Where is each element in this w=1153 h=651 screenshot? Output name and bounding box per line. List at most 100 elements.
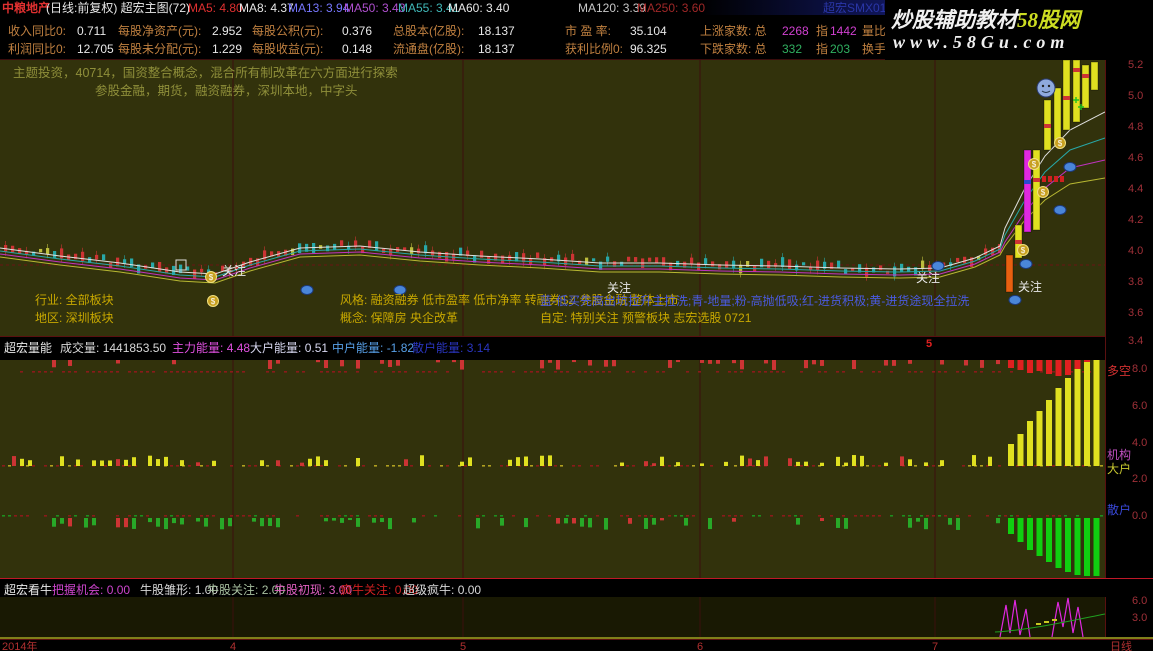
profit-yoy-value: 12.705 — [77, 42, 114, 56]
watermark-url: www.58Gu.com — [893, 32, 1070, 52]
income-yoy-value: 0.711 — [77, 24, 107, 38]
super-crazy-bull-field: 超级疯牛: 0.00 — [403, 583, 482, 597]
timeline-tick: 7 — [932, 641, 939, 651]
volume-ratio-label: 量比 — [862, 24, 887, 38]
main-price-chart[interactable]: $ $ $ $ $ $ — [0, 60, 1105, 336]
income-yoy-label: 收入同比0: — [8, 24, 67, 38]
main-energy-field: 主力能量: 4.48 — [172, 341, 251, 355]
energy-axis-tick: 2.0 — [1132, 473, 1148, 485]
volume-energy-panel[interactable] — [0, 360, 1105, 578]
profit-yoy-label: 利润同比0: — [8, 42, 67, 56]
turnover-label: 换手 — [862, 42, 887, 56]
advancers-total: 2268 — [782, 24, 809, 38]
divider-marker-5: 5 — [926, 338, 933, 350]
bull-indicator-chart[interactable] — [0, 597, 1105, 637]
decliners-total: 332 — [782, 42, 803, 56]
svg-text:$: $ — [209, 273, 214, 282]
decliners-index: 203 — [830, 42, 851, 56]
volume-panel-title[interactable]: 超宏量能 — [4, 341, 53, 355]
ma120-value: MA120: 3.39 — [578, 1, 647, 15]
volume-field: 成交量: 1441853.50 — [60, 341, 167, 355]
divider-top — [0, 59, 1153, 60]
bottom-olive-border — [0, 637, 1153, 639]
pe-ratio-label: 市 盈 率: — [565, 24, 612, 38]
custom-tags[interactable]: 自定: 特别关注 预警板块 志宏选股 0721 — [540, 311, 752, 325]
bull-axis-tick: 6.0 — [1132, 595, 1148, 607]
price-axis-tick: 3.4 — [1128, 335, 1144, 347]
float-shares-label: 流通盘(亿股): — [393, 42, 465, 56]
svg-text:$: $ — [211, 297, 216, 306]
bull-embryo-field: 牛股雏形: 1.00 — [140, 583, 219, 597]
undistributed-value: 1.229 — [212, 42, 243, 56]
right-axis-strip — [1105, 60, 1153, 641]
undistributed-label: 每股未分配(元): — [118, 42, 202, 56]
main-chart-panel[interactable]: $ $ $ $ $ $ 主题投资，40714，国资整合概念，混合所有制改革在六方面进行探索… — [0, 60, 1105, 336]
timeline-tick: 5 — [460, 641, 467, 651]
price-axis-tick: 4.0 — [1128, 245, 1144, 257]
timeline-tick: 6 — [697, 641, 704, 651]
retail-energy-field: 散户能量: 3.14 — [412, 341, 491, 355]
bull-panel-title[interactable]: 超宏看牛 — [4, 583, 53, 597]
eps-value: 0.148 — [342, 42, 373, 56]
svg-text:$: $ — [1058, 139, 1063, 148]
attention-marker: 关注 — [1018, 280, 1043, 294]
concept-tags[interactable]: 概念: 保障房 央企改革 — [340, 311, 459, 325]
energy-axis-tick: 4.0 — [1132, 437, 1148, 449]
stock-name: 中粮地产 — [2, 1, 51, 15]
big-player-energy-field: 大户能量: 0.51 — [250, 341, 329, 355]
timeline-bar[interactable]: 2014年 4 5 6 7 日线 — [0, 640, 1153, 651]
axis-separator — [1105, 60, 1106, 640]
ma250-value: MA250: 3.60 — [637, 1, 706, 15]
chart-mode-label: (日线:前复权) 超宏主图(72) — [46, 1, 191, 15]
attention-marker: 关注 — [607, 281, 632, 295]
price-axis-tick: 4.4 — [1128, 183, 1144, 195]
ma60-value: MA60: 3.40 — [448, 1, 510, 15]
ma8-value: MA8: 4.37 — [239, 1, 294, 15]
price-axis-tick: 4.2 — [1128, 214, 1144, 226]
profit-ratio-label: 获利比例0: — [565, 42, 624, 56]
price-axis-tick: 3.6 — [1128, 307, 1144, 319]
ma5-value: MA5: 4.80 — [188, 1, 243, 15]
bottom-red-border — [0, 639, 1153, 640]
price-axis-tick: 5.2 — [1128, 59, 1144, 71]
attention-marker: 关注 — [916, 271, 941, 285]
bull-axis-tick: 3.0 — [1132, 612, 1148, 624]
advancers-index: 1442 — [830, 24, 857, 38]
big-player-label: 大户 — [1107, 462, 1132, 476]
svg-text:$: $ — [1032, 160, 1037, 169]
timeline-period-label: 日线 — [1110, 641, 1132, 651]
color-legend-text: 蓝-低买先高出坑拉升主拉洗;青-地量;粉-高抛低吸;红-进货积极;黄-进货途现全… — [540, 294, 970, 308]
bull-indicator-panel[interactable] — [0, 597, 1105, 637]
industry-tag[interactable]: 行业: 全部板块 — [35, 293, 114, 307]
style-tags[interactable]: 风格: 融资融券 低市盈率 低市净率 转融券SZ 参股金融 整体上市 — [340, 293, 679, 307]
ma55-value: MA55: 3.41 — [398, 1, 460, 15]
institution-label: 机构 — [1107, 448, 1132, 462]
volume-energy-chart[interactable] — [0, 360, 1105, 578]
long-short-label: 多空 — [1107, 364, 1132, 378]
float-shares-value: 18.137 — [478, 42, 515, 56]
price-axis-tick: 3.8 — [1128, 276, 1144, 288]
watermark-brand: 炒股辅助教材58股网 — [891, 8, 1080, 32]
bull-watch-field: 牛股关注: 2.00 — [207, 583, 286, 597]
price-axis-tick: 4.8 — [1128, 121, 1144, 133]
profit-ratio-value: 96.325 — [630, 42, 667, 56]
advancers-label: 上涨家数: 总 — [700, 24, 767, 38]
pe-ratio-value: 35.104 — [630, 24, 667, 38]
region-tag[interactable]: 地区: 深圳板块 — [35, 311, 114, 325]
decliners-index-label: 指 — [816, 42, 829, 56]
indicator-overlay-label: 超宏SMX01 — [823, 1, 887, 15]
bull-header-strip — [0, 579, 1153, 597]
reserve-per-share-label: 每股公积(元): — [252, 24, 324, 38]
decliners-label: 下跌家数: 总 — [700, 42, 767, 56]
retail-label: 散户 — [1107, 503, 1132, 517]
volume-header-strip — [0, 336, 1105, 361]
total-shares-label: 总股本(亿股): — [393, 24, 465, 38]
energy-axis-tick: 0.0 — [1132, 510, 1148, 522]
crazy-bull-watch-field: 疯牛关注: 0.00 — [340, 583, 419, 597]
eps-label: 每股收益(元): — [252, 42, 324, 56]
mid-player-energy-field: 中户能量: -1.82 — [332, 341, 415, 355]
advancers-index-label: 指 — [816, 24, 829, 38]
divider-red — [0, 578, 1153, 579]
grasp-chance-field: 把握机会: 0.00 — [52, 583, 131, 597]
